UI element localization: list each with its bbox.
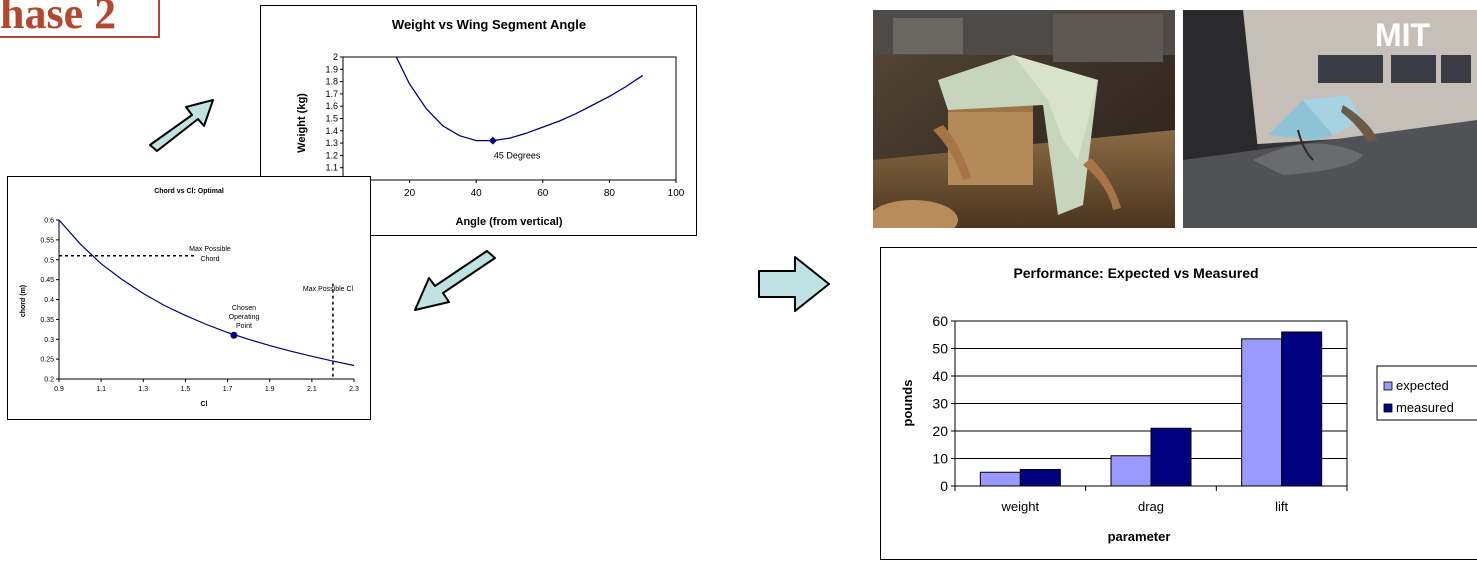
chord-x-tick-label: 2.3 — [349, 386, 359, 393]
chord-y-tick-label: 0.25 — [40, 357, 54, 364]
annotation-line: Chord — [200, 256, 219, 263]
wind-tunnel-model-photo — [873, 10, 1175, 228]
arrow-right-icon — [758, 256, 830, 312]
chord-y-label: chord (m) — [20, 285, 27, 317]
performance-y-tick-label: 30 — [932, 396, 948, 412]
bar-measured-weight — [1019, 469, 1061, 487]
performance-y-tick-label: 50 — [932, 341, 948, 357]
bar-measured-lift — [1281, 331, 1323, 487]
weight-y-tick-label: 1.2 — [325, 150, 338, 160]
bar-expected-lift — [1241, 338, 1283, 487]
chord-y-tick-label: 0.2 — [44, 377, 54, 384]
weight-y-tick-label: 2 — [333, 52, 338, 62]
weight-y-tick-label: 1.6 — [325, 101, 338, 111]
weight-y-tick-label: 1.4 — [325, 126, 338, 136]
chord-y-tick-label: 0.35 — [40, 317, 54, 324]
weight-ticks: 1.1 1.2 1.3 1.4 1.5 1.6 1.7 1.8 1.9 2 20 40 60 80 100 — [325, 52, 684, 199]
max-chord-annotation: Max Possible Chord — [189, 246, 231, 263]
chord-x-label: Cl — [201, 401, 208, 408]
chord-ticks: 0.2 0.25 0.3 0.35 0.4 0.45 0.5 0.55 0.6 0.9 1.1 1.3… — [40, 218, 359, 394]
chord-operating-point-marker — [230, 331, 238, 339]
performance-bars — [979, 331, 1323, 487]
weight-chart-title: Weight vs Wing Segment Angle — [392, 17, 586, 32]
annotation-line: Chosen — [232, 305, 256, 312]
chord-y-tick-label: 0.5 — [44, 257, 54, 264]
chord-x-tick-label: 1.3 — [138, 386, 148, 393]
chord-x-tick-label: 1.1 — [96, 386, 106, 393]
chord-series-line — [58, 219, 355, 367]
phase-label: hase 2 — [0, 0, 117, 38]
annotation-line: Max Possible — [189, 246, 231, 253]
weight-x-tick-label: 20 — [404, 188, 416, 199]
bar-expected-drag — [1110, 455, 1152, 487]
chord-chart: Chord vs Cl: Optimal Cl chord (m) 0.20.2… — [20, 188, 359, 408]
performance-ticks: 0 10 20 30 40 50 60 weight drag lift — [932, 313, 1348, 514]
performance-y-tick-label: 0 — [940, 478, 948, 494]
chord-y-tick-label: 0.6 — [44, 218, 54, 225]
weight-x-tick-label: 60 — [537, 188, 549, 199]
weight-x-tick-label: 80 — [604, 188, 616, 199]
chord-x-tick-label: 1.9 — [265, 386, 275, 393]
annotation-line: Point — [236, 323, 252, 330]
chord-chart-title: Chord vs Cl: Optimal — [154, 188, 224, 195]
weight-y-tick-label: 1.7 — [325, 89, 338, 99]
wind-tunnel-test-photo: MIT — [1183, 10, 1477, 228]
weight-y-tick-label: 1.1 — [325, 163, 338, 173]
performance-y-tick-label: 60 — [932, 313, 948, 329]
photo-mit-label: MIT — [1375, 17, 1431, 53]
legend-swatch-measured — [1383, 403, 1393, 413]
performance-x-tick-label: lift — [1275, 499, 1288, 514]
legend-label-expected: expected — [1396, 378, 1449, 393]
performance-y-tick-label: 20 — [932, 423, 948, 439]
performance-y-tick-label: 10 — [932, 451, 948, 467]
chord-y-tick-label: 0.4 — [44, 297, 54, 304]
weight-x-label: Angle (from vertical) — [456, 216, 563, 228]
photo-tunnel-image: MIT — [1183, 10, 1477, 228]
chord-x-tick-label: 1.5 — [181, 386, 191, 393]
bar-expected-weight — [979, 471, 1021, 487]
performance-legend: expected measured — [1376, 365, 1477, 421]
performance-chart-panel: Performance: Expected vs Measured parame… — [880, 247, 1477, 560]
max-cl-annotation: Max Possible Cl — [303, 286, 354, 293]
legend-swatch-expected — [1383, 381, 1393, 391]
weight-annotation: 45 Degrees — [494, 151, 541, 161]
weight-chart: Weight vs Wing Segment Angle Angle (from… — [296, 17, 685, 228]
chord-x-tick-label: 2.1 — [307, 386, 317, 393]
weight-x-tick-label: 100 — [668, 188, 685, 199]
weight-axes — [342, 56, 677, 181]
chord-y-tick-label: 0.3 — [44, 337, 54, 344]
chord-axes — [58, 220, 354, 380]
performance-chart-title: Performance: Expected vs Measured — [1013, 265, 1258, 281]
weight-y-tick-label: 1.8 — [325, 77, 338, 87]
chord-x-tick-label: 0.9 — [54, 386, 64, 393]
performance-x-tick-label: drag — [1138, 499, 1164, 514]
chord-chart-panel: Chord vs Cl: Optimal Cl chord (m) 0.2 0.2… — [7, 176, 371, 420]
annotation-line: Operating — [229, 314, 260, 321]
weight-plot-frame — [342, 56, 677, 181]
performance-x-label: parameter — [1108, 529, 1171, 544]
chord-y-tick-label: 0.55 — [40, 237, 54, 244]
arrow-up-right-icon — [149, 99, 214, 152]
weight-x-tick-label: 40 — [471, 188, 483, 199]
performance-y-tick-label: 40 — [932, 368, 948, 384]
bar-measured-drag — [1150, 427, 1192, 487]
performance-y-label: pounds — [900, 380, 915, 427]
phase-label-box: hase 2 — [0, 0, 160, 38]
weight-y-tick-label: 1.9 — [325, 64, 338, 74]
photo-model-image — [873, 10, 1175, 228]
chord-x-tick-label: 1.7 — [223, 386, 233, 393]
performance-x-tick-label: weight — [1001, 499, 1040, 514]
weight-series-line — [395, 56, 644, 142]
weight-min-marker — [488, 136, 497, 145]
legend-label-measured: measured — [1396, 400, 1454, 415]
weight-y-tick-label: 1.5 — [325, 114, 338, 124]
weight-y-label: Weight (kg) — [296, 93, 308, 153]
arrow-down-left-icon — [414, 250, 496, 311]
weight-y-tick-label: 1.3 — [325, 138, 338, 148]
chord-y-tick-label: 0.45 — [40, 277, 54, 284]
operating-point-annotation: Chosen Operating Point — [229, 305, 260, 330]
performance-chart: Performance: Expected vs Measured parame… — [900, 265, 1477, 544]
